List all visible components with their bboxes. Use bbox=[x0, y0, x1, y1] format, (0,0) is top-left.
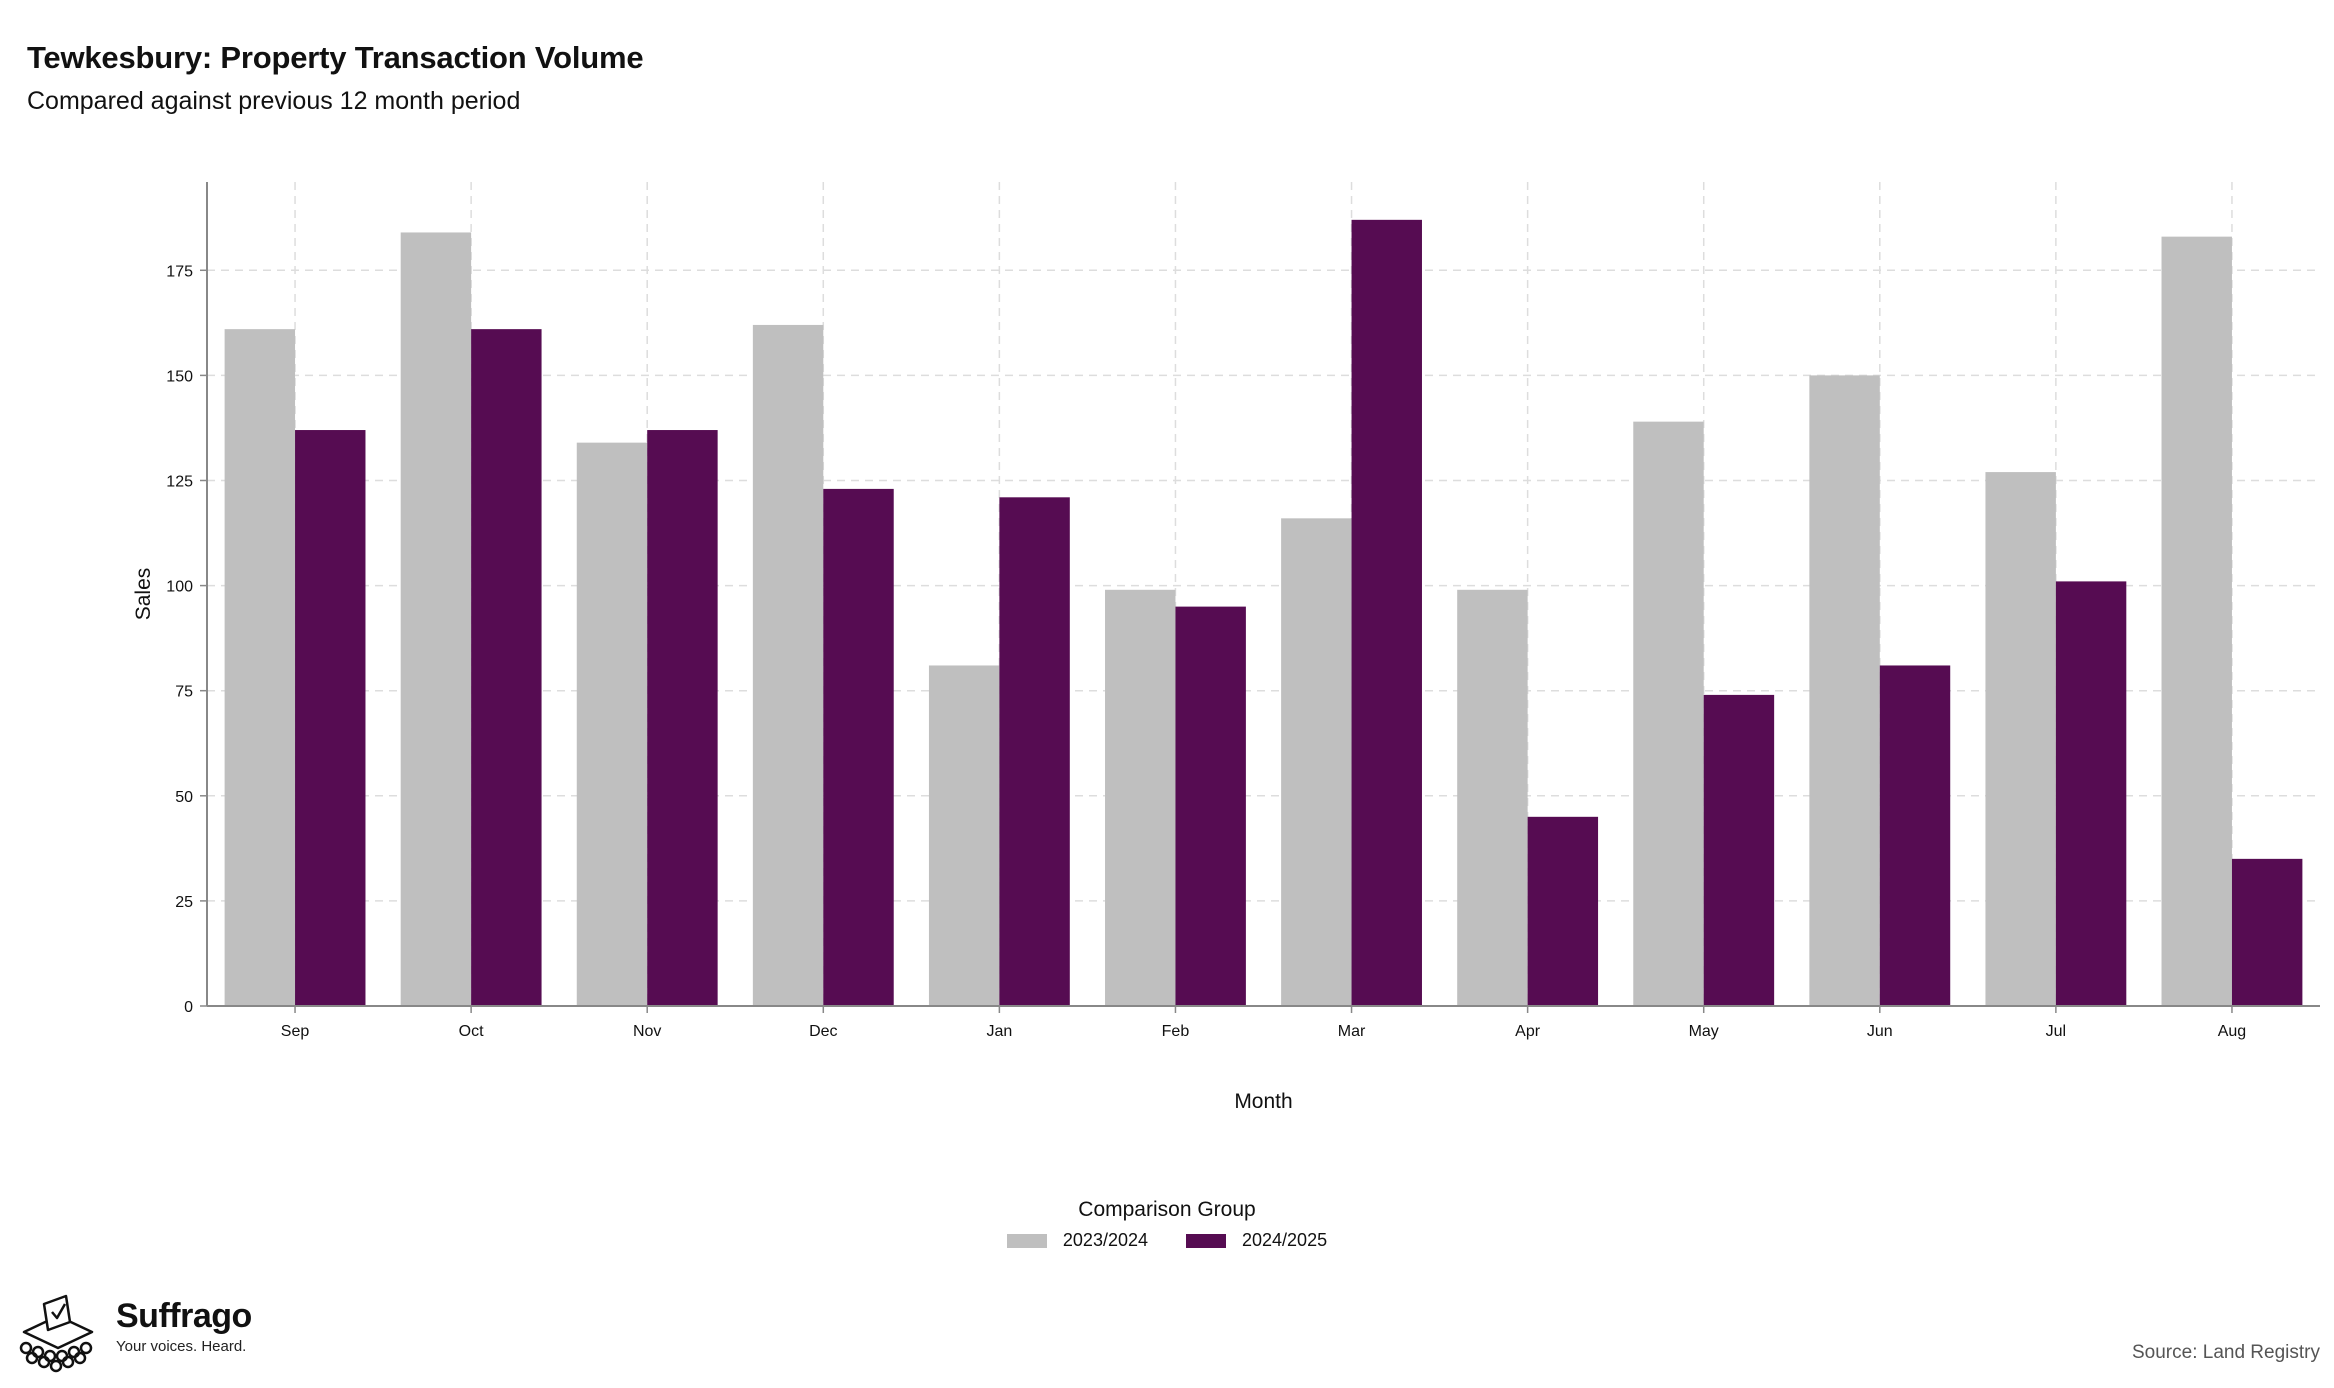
x-tick-label: Mar bbox=[1338, 1023, 1366, 1040]
bar-2023-2024-sep bbox=[224, 329, 296, 1007]
y-tick-label: 50 bbox=[175, 789, 193, 806]
x-tick-label: Feb bbox=[1162, 1023, 1190, 1040]
x-tick-label: Nov bbox=[633, 1023, 661, 1040]
bar-2023-2024-dec bbox=[752, 324, 824, 1006]
bar-2023-2024-apr bbox=[1457, 589, 1528, 1006]
bar-2024-2025-sep bbox=[295, 430, 366, 1007]
x-tick-label: Dec bbox=[809, 1023, 837, 1040]
x-tick-labels: Sep Oct Nov Dec Jan Feb Mar Apr May Jun Jul Aug bbox=[281, 1023, 2246, 1040]
bar-2023-2024-nov bbox=[576, 442, 648, 1006]
bar-2024-2025-jan bbox=[999, 497, 1070, 1006]
legend-swatch-2024 bbox=[1186, 1233, 1226, 1248]
bar-2023-2024-jan bbox=[928, 665, 1000, 1006]
chart-subtitle: Compared against previous 12 month perio… bbox=[27, 87, 521, 115]
brand-name: Suffrago bbox=[116, 1297, 252, 1335]
ballot-box-icon bbox=[19, 1294, 94, 1373]
x-tick-label: Jul bbox=[2046, 1023, 2066, 1040]
y-tick-labels: 0 25 50 75 100 125 150 175 bbox=[166, 263, 193, 1016]
legend-title: Comparison Group bbox=[1078, 1198, 1256, 1221]
bar-2024-2025-feb bbox=[1175, 606, 1246, 1006]
y-tick-label: 25 bbox=[175, 894, 193, 911]
chart-title: Tewkesbury: Property Transaction Volume bbox=[27, 40, 644, 75]
bar-2023-2024-jul bbox=[1985, 472, 2056, 1006]
brand-tagline: Your voices. Heard. bbox=[116, 1338, 247, 1355]
x-axis-title: Month bbox=[1234, 1090, 1292, 1113]
bar-2024-2025-nov bbox=[647, 430, 718, 1007]
legend-swatch-2023 bbox=[1006, 1233, 1047, 1248]
y-tick-label: 0 bbox=[184, 999, 193, 1016]
bar-2024-2025-aug bbox=[2231, 858, 2303, 1006]
y-tick-label: 125 bbox=[166, 473, 193, 490]
bar-2023-2024-may bbox=[1633, 421, 1704, 1006]
bars bbox=[224, 219, 2303, 1007]
bar-2024-2025-jul bbox=[2055, 581, 2127, 1006]
x-tick-label: Jan bbox=[986, 1023, 1012, 1040]
legend: Comparison Group 2023/2024 2024/2025 bbox=[0, 1198, 2334, 1251]
bar-2024-2025-apr bbox=[1527, 816, 1599, 1006]
x-tick-label: Aug bbox=[2218, 1023, 2246, 1040]
y-tick-label: 75 bbox=[175, 684, 193, 701]
bar-2023-2024-aug bbox=[2161, 236, 2232, 1006]
x-tick-label: May bbox=[1689, 1023, 1719, 1040]
x-tick-label: Jun bbox=[1867, 1023, 1893, 1040]
bar-2023-2024-jun bbox=[1809, 375, 1880, 1006]
x-tick-label: Sep bbox=[281, 1023, 310, 1040]
y-tick-label: 100 bbox=[166, 579, 193, 596]
y-tick-label: 175 bbox=[166, 263, 193, 280]
suffrago-logo: Suffrago Your voices. Heard. bbox=[14, 1292, 252, 1374]
bar-2024-2025-oct bbox=[471, 329, 542, 1007]
legend-label-2023: 2023/2024 bbox=[1062, 1230, 1148, 1250]
x-tick-label: Oct bbox=[459, 1023, 484, 1040]
bar-2024-2025-jun bbox=[1879, 665, 1951, 1006]
legend-label-2024: 2024/2025 bbox=[1242, 1230, 1328, 1250]
bar-2023-2024-oct bbox=[400, 232, 472, 1006]
legend-item-2024: 2024/2025 bbox=[1186, 1230, 1327, 1251]
y-axis-title: Sales bbox=[132, 568, 155, 621]
bar-2024-2025-may bbox=[1703, 694, 1775, 1006]
y-tick-label: 150 bbox=[166, 368, 193, 385]
bar-2023-2024-feb bbox=[1105, 589, 1176, 1006]
bar-2023-2024-mar bbox=[1281, 518, 1352, 1006]
legend-item-2023: 2023/2024 bbox=[1006, 1230, 1148, 1251]
x-tick-label: Apr bbox=[1515, 1023, 1541, 1040]
source-note: Source: Land Registry bbox=[2132, 1342, 2320, 1363]
bar-2024-2025-dec bbox=[823, 488, 894, 1006]
bar-2024-2025-mar bbox=[1351, 219, 1422, 1006]
axes bbox=[200, 182, 2320, 1013]
